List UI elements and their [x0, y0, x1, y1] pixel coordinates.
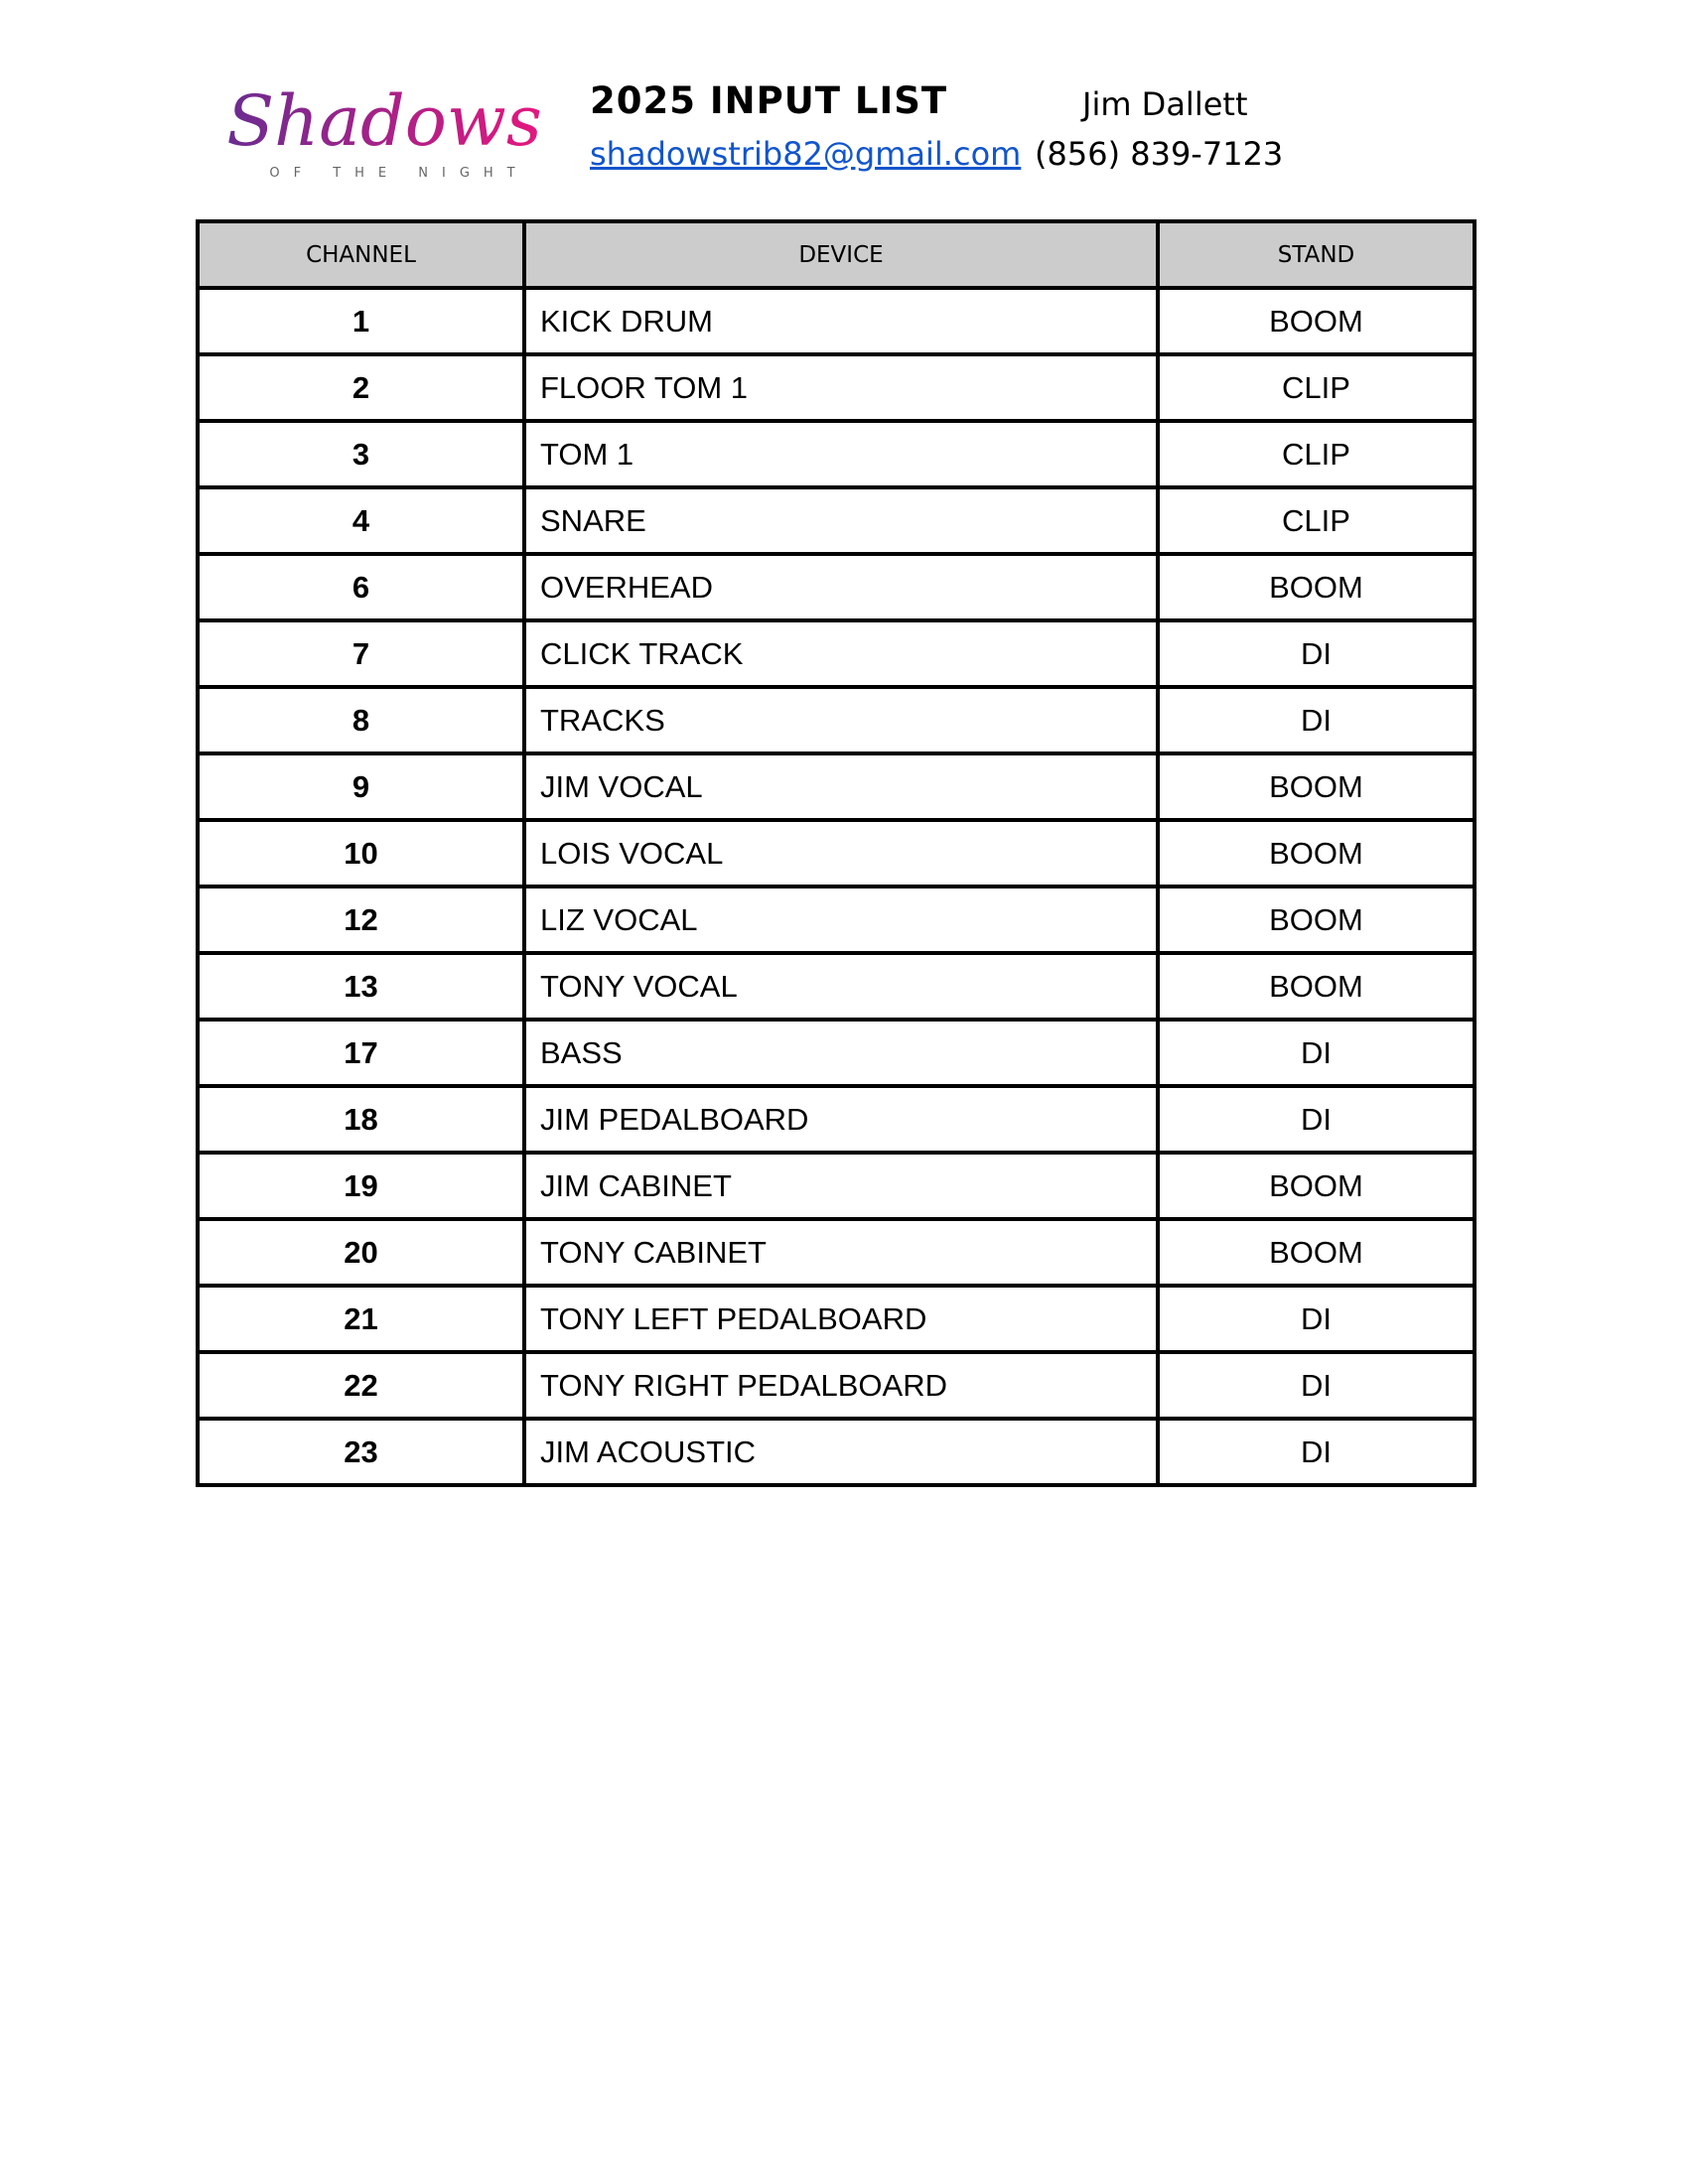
device-cell: FLOOR TOM 1 — [522, 352, 1160, 423]
channel-cell: 2 — [196, 352, 526, 423]
table-row: 23 JIM ACOUSTIC DI — [196, 1417, 1477, 1487]
stand-cell: BOOM — [1156, 951, 1477, 1022]
channel-cell: 4 — [196, 485, 526, 556]
input-list-table: CHANNEL DEVICE STAND 1 KICK DRUM BOOM 2 FLOO… — [196, 219, 1477, 1487]
channel-cell: 17 — [196, 1018, 526, 1088]
table-row: 17 BASS DI — [196, 1018, 1477, 1088]
channel-cell: 3 — [196, 419, 526, 489]
stand-cell: CLIP — [1156, 485, 1477, 556]
stand-cell: DI — [1156, 1417, 1477, 1487]
stand-cell: DI — [1156, 1350, 1477, 1421]
table-row: 22 TONY RIGHT PEDALBOARD DI — [196, 1350, 1477, 1421]
stand-cell: BOOM — [1156, 751, 1477, 822]
device-cell: TOM 1 — [522, 419, 1160, 489]
contact-name: Jim Dallett — [1082, 85, 1248, 123]
column-header-stand: STAND — [1156, 219, 1477, 290]
stand-cell: CLIP — [1156, 419, 1477, 489]
device-cell: TONY RIGHT PEDALBOARD — [522, 1350, 1160, 1421]
table-row: 7 CLICK TRACK DI — [196, 618, 1477, 689]
device-cell: JIM ACOUSTIC — [522, 1417, 1160, 1487]
device-cell: KICK DRUM — [522, 286, 1160, 356]
device-cell: SNARE — [522, 485, 1160, 556]
device-cell: TONY VOCAL — [522, 951, 1160, 1022]
device-cell: JIM VOCAL — [522, 751, 1160, 822]
device-cell: LOIS VOCAL — [522, 818, 1160, 888]
email-link[interactable]: shadowstrib82@gmail.com — [590, 135, 1022, 173]
stand-cell: BOOM — [1156, 885, 1477, 955]
stand-cell: DI — [1156, 1284, 1477, 1354]
table-row: 20 TONY CABINET BOOM — [196, 1217, 1477, 1288]
column-header-device: DEVICE — [522, 219, 1160, 290]
stand-cell: DI — [1156, 618, 1477, 689]
device-cell: TRACKS — [522, 685, 1160, 755]
table-row: 9 JIM VOCAL BOOM — [196, 751, 1477, 822]
svg-text:OF THE NIGHT: OF THE NIGHT — [269, 166, 528, 181]
phone-number: (856) 839-7123 — [1035, 135, 1284, 173]
table-row: 10 LOIS VOCAL BOOM — [196, 818, 1477, 888]
stand-cell: DI — [1156, 1018, 1477, 1088]
device-cell: JIM PEDALBOARD — [522, 1084, 1160, 1155]
channel-cell: 6 — [196, 552, 526, 622]
table-row: 3 TOM 1 CLIP — [196, 419, 1477, 489]
channel-cell: 9 — [196, 751, 526, 822]
table-row: 1 KICK DRUM BOOM — [196, 286, 1477, 356]
table-row: 8 TRACKS DI — [196, 685, 1477, 755]
device-cell: TONY CABINET — [522, 1217, 1160, 1288]
channel-cell: 18 — [196, 1084, 526, 1155]
channel-cell: 12 — [196, 885, 526, 955]
stand-cell: CLIP — [1156, 352, 1477, 423]
channel-cell: 1 — [196, 286, 526, 356]
table-row: 2 FLOOR TOM 1 CLIP — [196, 352, 1477, 423]
stand-cell: DI — [1156, 685, 1477, 755]
table-row: 4 SNARE CLIP — [196, 485, 1477, 556]
device-cell: CLICK TRACK — [522, 618, 1160, 689]
table-row: 12 LIZ VOCAL BOOM — [196, 885, 1477, 955]
table-row: 6 OVERHEAD BOOM — [196, 552, 1477, 622]
stand-cell: BOOM — [1156, 1151, 1477, 1221]
device-cell: LIZ VOCAL — [522, 885, 1160, 955]
table-row: 21 TONY LEFT PEDALBOARD DI — [196, 1284, 1477, 1354]
table-row: 19 JIM CABINET BOOM — [196, 1151, 1477, 1221]
shadows-of-the-night-logo: Shadows OF THE NIGHT — [226, 80, 542, 181]
stand-cell: BOOM — [1156, 818, 1477, 888]
stand-cell: BOOM — [1156, 1217, 1477, 1288]
channel-cell: 22 — [196, 1350, 526, 1421]
stand-cell: BOOM — [1156, 286, 1477, 356]
channel-cell: 7 — [196, 618, 526, 689]
channel-cell: 21 — [196, 1284, 526, 1354]
device-cell: TONY LEFT PEDALBOARD — [522, 1284, 1160, 1354]
table-row: 18 JIM PEDALBOARD DI — [196, 1084, 1477, 1155]
table-row: 13 TONY VOCAL BOOM — [196, 951, 1477, 1022]
channel-cell: 8 — [196, 685, 526, 755]
device-cell: JIM CABINET — [522, 1151, 1160, 1221]
channel-cell: 13 — [196, 951, 526, 1022]
channel-cell: 20 — [196, 1217, 526, 1288]
table-header-row: CHANNEL DEVICE STAND — [196, 219, 1477, 290]
page-title: 2025 INPUT LIST — [590, 79, 948, 122]
svg-text:Shadows: Shadows — [226, 80, 542, 162]
stand-cell: BOOM — [1156, 552, 1477, 622]
stand-cell: DI — [1156, 1084, 1477, 1155]
device-cell: OVERHEAD — [522, 552, 1160, 622]
channel-cell: 23 — [196, 1417, 526, 1487]
column-header-channel: CHANNEL — [196, 219, 526, 290]
channel-cell: 19 — [196, 1151, 526, 1221]
device-cell: BASS — [522, 1018, 1160, 1088]
channel-cell: 10 — [196, 818, 526, 888]
